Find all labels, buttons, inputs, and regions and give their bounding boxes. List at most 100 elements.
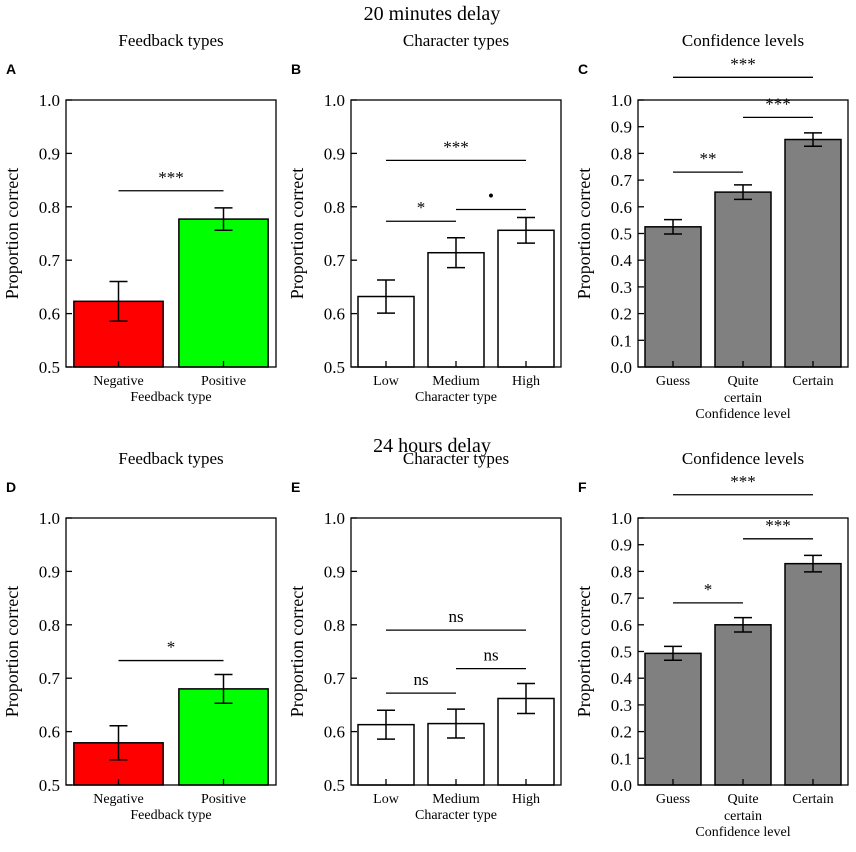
y-axis-label-d: Proportion correct [2,586,22,717]
ytick-label-e-4: 0.9 [324,562,345,581]
panel-title-e: Character types [403,449,509,468]
panel-a: A Feedback types 0.5 0.6 0.7 0.8 0.9 1.0 Negativ… [2,31,277,405]
xtick-label-a-0: Negative [93,374,144,389]
ytick-label-f-0: 0.0 [611,776,632,795]
ytick-label-c-9: 0.9 [611,118,632,137]
xtick-label-c-2: Certain [792,374,833,389]
sig-label-b-1: • [488,186,494,205]
ytick-label-f-7: 0.7 [611,589,633,608]
sig-label-d-0: * [167,638,176,657]
ytick-label-a-5: 1.0 [39,91,60,110]
ytick-label-c-2: 0.2 [611,305,632,324]
xtick-label-a-1: Positive [201,374,246,389]
axes-frame-a [65,99,277,368]
y-axis-label-a: Proportion correct [2,168,22,299]
panel-title-c: Confidence levels [682,31,804,50]
sig-label-f-1: *** [765,516,791,535]
sig-label-c-2: *** [730,54,756,73]
ytick-label-c-0: 0.0 [611,358,632,377]
ytick-label-f-5: 0.5 [611,643,632,662]
ytick-label-e-3: 0.8 [324,616,345,635]
ytick-label-a-4: 0.9 [39,144,60,163]
x-axis-label-a: Feedback type [130,390,211,405]
panel-label-f: F [578,479,587,495]
panel-d: D Feedback types 0.5 0.6 0.7 0.8 0.9 1.0 Negativ… [2,449,277,823]
ytick-label-b-5: 1.0 [324,91,345,110]
xtick-label-f-1: Quite certain [724,792,762,824]
y-axis-label-f: Proportion correct [574,586,594,717]
panel-label-c: C [578,61,588,77]
bar-d-1 [178,688,269,786]
xtick-label-d-1: Positive [201,792,246,807]
ytick-label-c-5: 0.5 [611,225,632,244]
sig-label-e-2: ns [448,607,463,626]
ytick-label-f-6: 0.6 [611,616,632,635]
panel-title-a: Feedback types [118,31,223,50]
sig-label-c-0: ** [700,149,717,168]
ytick-label-c-1: 0.1 [611,331,632,350]
sig-label-c-1: *** [765,94,791,113]
ytick-label-e-5: 1.0 [324,509,345,528]
ytick-label-f-1: 0.1 [611,749,632,768]
xtick-label-c-0: Guess [656,374,690,389]
ytick-label-a-2: 0.7 [39,251,61,270]
bar-f-1 [714,624,772,786]
ytick-label-e-1: 0.6 [324,723,345,742]
ytick-label-f-2: 0.2 [611,723,632,742]
panel-title-d: Feedback types [118,449,223,468]
ytick-label-d-0: 0.5 [39,776,60,795]
section-title-24h: 24 hours delay [373,435,491,457]
ytick-label-d-1: 0.6 [39,723,60,742]
bar-c-1 [714,191,772,368]
bar-a-1 [178,218,269,368]
bar-c-0 [644,226,702,368]
panel-label-b: B [291,61,301,77]
ytick-label-e-2: 0.7 [324,669,346,688]
x-axis-label-d: Feedback type [130,808,211,823]
sig-label-a-0: *** [158,168,184,187]
x-axis-label-f: Confidence level [695,825,790,840]
xtick-label-b-0: Low [373,374,400,389]
sig-label-e-0: ns [413,670,428,689]
panel-c: C Confidence levels 0.0 0.1 0.2 0.3 0.4 0.5 0.6 0… [574,31,849,422]
bar-c-2 [784,138,842,368]
xtick-label-f-2: Certain [792,792,833,807]
xtick-label-e-0: Low [373,792,400,807]
y-axis-label-c: Proportion correct [574,168,594,299]
x-axis-label-c: Confidence level [695,407,790,422]
panel-e: E Character types 0.5 0.6 0.7 0.8 0.9 1.0 Low Med… [287,449,562,823]
ytick-label-c-10: 1.0 [611,91,632,110]
ytick-label-f-10: 1.0 [611,509,632,528]
x-axis-label-e: Character type [415,808,497,823]
y-axis-label-b: Proportion correct [287,168,307,299]
ytick-label-a-0: 0.5 [39,358,60,377]
bar-b-2 [497,229,555,368]
xtick-label-b-2: High [512,374,540,389]
panel-label-d: D [6,479,16,495]
section-title-20min: 20 minutes delay [364,3,501,25]
panel-label-e: E [291,479,300,495]
x-axis-label-b: Character type [415,390,497,405]
sig-label-b-0: * [417,198,426,217]
ytick-label-c-8: 0.8 [611,144,632,163]
sig-label-b-2: *** [443,137,469,156]
y-axis-label-e: Proportion correct [287,586,307,717]
sig-label-f-2: *** [730,472,756,491]
panel-title-f: Confidence levels [682,449,804,468]
sig-label-e-1: ns [483,646,498,665]
axes-frame-d [65,517,277,786]
xtick-label-b-1: Medium [432,374,480,389]
xtick-label-f-0: Guess [656,792,690,807]
xtick-label-d-0: Negative [93,792,144,807]
ytick-label-b-4: 0.9 [324,144,345,163]
panel-b: B Character types 0.5 0.6 0.7 0.8 0.9 1.0 Low Med… [287,31,562,405]
ytick-label-a-1: 0.6 [39,305,60,324]
ytick-label-c-6: 0.6 [611,198,632,217]
ytick-label-b-2: 0.7 [324,251,346,270]
ytick-label-f-8: 0.8 [611,562,632,581]
bar-b-0 [357,295,415,368]
bar-b-1 [427,251,485,368]
panels: A Feedback types 0.5 0.6 0.7 0.8 0.9 1.0 Negativ… [2,31,849,840]
panel-label-a: A [6,61,16,77]
